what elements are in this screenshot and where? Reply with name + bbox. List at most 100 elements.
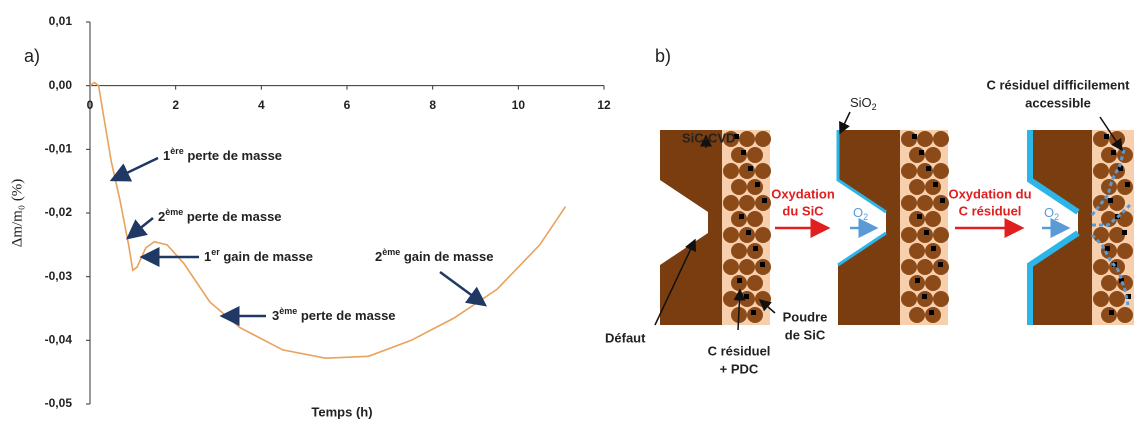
annotation-part: 2	[375, 249, 382, 264]
annotation: 3ème perte de masse	[272, 306, 396, 323]
annotation-arrow	[126, 217, 154, 240]
label: de SiC	[785, 327, 826, 342]
residual-carbon	[1119, 278, 1124, 283]
particle	[901, 291, 917, 307]
residual-carbon	[940, 198, 945, 203]
particle	[747, 147, 763, 163]
particle	[1109, 227, 1125, 243]
residual-carbon	[1122, 230, 1127, 235]
particle	[901, 259, 917, 275]
annotation-part: ème	[279, 306, 297, 316]
label: SiC-CVD	[682, 130, 735, 145]
x-tick-label: 12	[597, 98, 611, 112]
annotation-part: ème	[165, 207, 183, 217]
residual-carbon	[1126, 294, 1131, 299]
residual-carbon	[919, 150, 924, 155]
particles	[723, 131, 1133, 323]
residual-carbon	[746, 230, 751, 235]
pointer	[758, 299, 776, 314]
residual-carbon	[1109, 310, 1114, 315]
oxidation-path	[1092, 203, 1132, 227]
particle	[909, 179, 925, 195]
particle	[739, 259, 755, 275]
annotation: 2ème gain de masse	[375, 247, 493, 264]
particle	[723, 259, 739, 275]
sio2-layer	[836, 130, 887, 214]
sic-block	[838, 130, 900, 325]
label: accessible	[1025, 95, 1091, 110]
residual-carbon	[762, 198, 767, 203]
sic-block	[660, 130, 722, 325]
particle	[1117, 307, 1133, 323]
particle	[755, 163, 771, 179]
annotation: 2ème perte de masse	[158, 207, 282, 224]
annotation-part: ère	[170, 146, 184, 156]
residual-carbon	[737, 278, 742, 283]
residual-carbon	[741, 150, 746, 155]
oxidation-path	[1090, 233, 1130, 306]
sio2-layer	[1027, 130, 1080, 215]
pointer	[1099, 116, 1123, 152]
particle	[917, 195, 933, 211]
x-tick-label: 0	[87, 98, 94, 112]
particle	[925, 211, 941, 227]
x-tick-label: 6	[344, 98, 351, 112]
residual-carbon	[912, 134, 917, 139]
annotation-part: perte de masse	[183, 209, 281, 224]
residual-carbon	[917, 214, 922, 219]
sio2-layer	[837, 231, 887, 267]
y-axis-label: Δm/m₀ (%)	[9, 179, 25, 248]
label: Oxydation du	[948, 186, 1031, 201]
residual-carbon	[760, 262, 765, 267]
data-line	[89, 81, 567, 360]
sic-block	[1030, 130, 1092, 325]
residual-carbon	[922, 294, 927, 299]
residual-carbon	[938, 262, 943, 267]
particle	[1093, 163, 1109, 179]
particle	[933, 227, 949, 243]
y-tick-label: -0,03	[45, 269, 73, 283]
annotation-part: gain de masse	[220, 249, 313, 264]
particle	[1093, 259, 1109, 275]
residual-carbon	[929, 310, 934, 315]
particle	[755, 227, 771, 243]
label: Défaut	[605, 330, 646, 345]
label: Poudre	[783, 309, 828, 324]
label: + PDC	[720, 361, 759, 376]
x-tick-label: 4	[258, 98, 265, 112]
annotation-part: 3	[272, 308, 279, 323]
annotation-part: perte de masse	[184, 148, 282, 163]
x-tick-label: 8	[429, 98, 436, 112]
residual-carbon	[933, 182, 938, 187]
particle	[925, 275, 941, 291]
annotation-part: perte de masse	[297, 308, 395, 323]
label: O	[853, 205, 863, 220]
particle	[1109, 291, 1125, 307]
annotation-arrow	[439, 270, 488, 307]
residual-carbon	[744, 294, 749, 299]
particle	[917, 259, 933, 275]
residual-carbon	[1105, 246, 1110, 251]
annotation: 1er gain de masse	[204, 247, 313, 264]
panel-label: b)	[655, 46, 671, 66]
residual-carbon	[739, 214, 744, 219]
particle	[1093, 227, 1109, 243]
sio2-layer	[1027, 230, 1080, 325]
x-axis-label: Temps (h)	[311, 404, 372, 419]
residual-carbon	[734, 134, 739, 139]
particle	[739, 131, 755, 147]
y-tick-label: 0,00	[49, 78, 73, 92]
label: C résiduel difficilement	[986, 77, 1130, 92]
residual-carbon	[751, 310, 756, 315]
residual-carbon	[931, 246, 936, 251]
label: 2	[872, 102, 877, 112]
particle	[909, 243, 925, 259]
label: Oxydation	[771, 186, 835, 201]
annotation-part: 1	[163, 148, 170, 163]
particle	[739, 195, 755, 211]
annotation: 1ère perte de masse	[163, 146, 282, 163]
label: O	[1044, 205, 1054, 220]
residual-carbon	[926, 166, 931, 171]
particle	[1117, 147, 1133, 163]
x-tick-label: 2	[172, 98, 179, 112]
